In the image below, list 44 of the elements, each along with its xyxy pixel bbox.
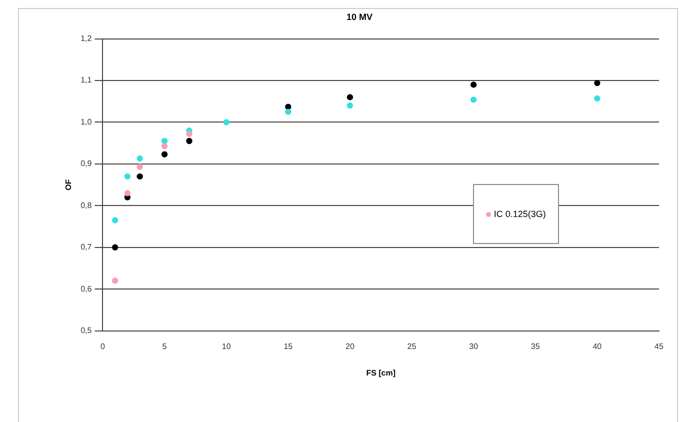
x-tick-label: 20 [346,342,355,351]
y-tick-label: 0,7 [80,242,92,252]
x-tick-label: 10 [222,342,232,351]
x-axis-title: FS [cm] [366,368,396,378]
x-tick-label: 25 [407,342,417,351]
x-tick-label: 30 [469,342,479,351]
point [470,82,477,88]
x-tick-label: 0 [100,342,106,351]
point [186,138,192,144]
point [470,96,477,103]
x-tick-label: 45 [654,342,664,351]
point [124,173,131,180]
point [285,104,292,110]
point [161,142,168,150]
y-tick-label: 0,8 [80,200,92,210]
point [161,138,168,144]
point [186,130,192,138]
y-tick-label: 0,6 [80,284,92,294]
point [112,244,118,250]
x-tick-label: 15 [284,342,294,351]
point [136,173,143,180]
point [136,155,143,162]
chart-title: 10 MV [346,12,373,22]
point [112,278,118,284]
point [124,190,131,196]
point [161,151,168,158]
point [594,95,600,102]
x-tick-label: 5 [162,342,168,351]
point [346,94,354,100]
x-tick-label: 40 [592,342,602,351]
point [223,119,230,126]
y-tick-label: 0,5 [80,326,92,336]
point [112,217,118,224]
y-tick-label: 1,2 [80,34,92,44]
legend-label: IC 0.125(3G) [494,209,546,219]
point [594,80,600,86]
y-tick-label: 1,1 [80,76,92,85]
y-tick-label: 1,0 [80,117,92,126]
point [136,164,143,170]
x-tick-label: 35 [530,342,540,351]
point [346,102,354,109]
y-axis-title: OF [64,179,74,190]
y-tick-label: 0,9 [80,159,92,168]
point [285,108,292,115]
